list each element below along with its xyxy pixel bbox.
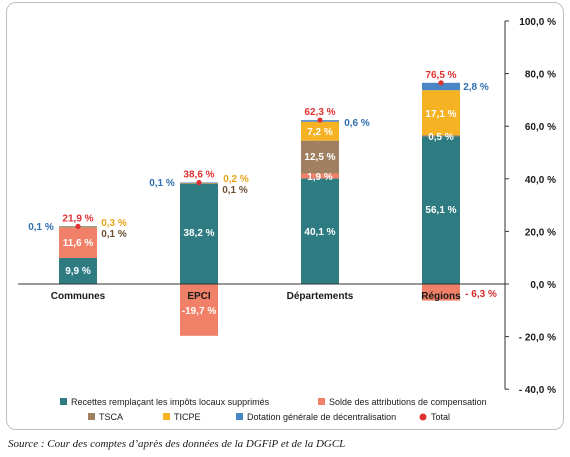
legend-label: TICPE — [174, 412, 201, 422]
total-point — [196, 179, 202, 186]
data-label-communes-4: 0,1 % — [28, 222, 54, 233]
data-label-dpartements-2: 12,5 % — [304, 152, 335, 163]
data-label-communes-3: 0,3 % — [101, 218, 127, 229]
category-label: Communes — [51, 291, 106, 302]
total-label: 38,6 % — [183, 169, 214, 180]
bar-segment-rgions-2 — [422, 135, 460, 137]
bar-segment-rgions-4 — [422, 82, 460, 91]
data-label-rgions-4: 2,8 % — [463, 82, 489, 93]
data-label-dpartements-0: 40,1 % — [304, 227, 335, 238]
total-point — [438, 80, 444, 86]
legend-swatch — [88, 413, 95, 420]
data-label-rgions-2: 0,5 % — [428, 132, 454, 143]
bar-segment-rgions-3 — [422, 90, 460, 136]
data-label-dpartements-4: 0,6 % — [344, 118, 370, 129]
bar-segment-communes-0 — [59, 257, 97, 284]
data-label-dpartements-1: 1,9 % — [307, 172, 333, 183]
data-label-epci-1: -19,7 % — [182, 306, 217, 317]
y-tick-label: - 20,0 % — [519, 333, 556, 344]
y-tick-label: 80,0 % — [525, 70, 556, 81]
bar-segment-dpartements-0 — [301, 178, 339, 284]
legend-label: Dotation générale de décentralisation — [247, 412, 396, 422]
data-label-rgions-1: - 6,3 % — [465, 289, 497, 300]
data-label-rgions-0: 56,1 % — [425, 205, 456, 216]
total-point — [317, 117, 323, 123]
chart-source: Source : Cour des comptes d’après des do… — [8, 438, 346, 450]
category-label: Régions — [421, 291, 461, 302]
y-tick-label: 40,0 % — [525, 175, 556, 186]
total-label: 21,9 % — [62, 213, 93, 224]
legend-label: TSCA — [99, 412, 123, 422]
category-label: Départements — [287, 291, 354, 302]
y-tick-label: - 40,0 % — [519, 385, 556, 396]
bar-segment-epci-0 — [180, 183, 218, 284]
data-label-epci-0: 38,2 % — [183, 228, 214, 239]
data-label-communes-1: 11,6 % — [63, 238, 94, 249]
bar-segment-dpartements-3 — [301, 121, 339, 141]
bar-segment-rgions-0 — [422, 136, 460, 284]
legend-label: Recettes remplaçant les impôts locaux su… — [71, 397, 270, 407]
legend-swatch — [60, 398, 67, 405]
data-label-rgions-3: 17,1 % — [425, 109, 456, 120]
data-label-epci-4: 0,1 % — [149, 178, 175, 189]
total-label: 76,5 % — [425, 70, 456, 81]
total-label: 62,3 % — [304, 107, 335, 118]
y-tick-label: 100,0 % — [519, 17, 556, 28]
data-label-communes-2: 0,1 % — [101, 229, 127, 240]
legend-swatch — [163, 413, 170, 420]
bar-segment-epci-1 — [180, 284, 218, 336]
category-label: EPCI — [187, 291, 211, 302]
legend-swatch — [318, 398, 325, 405]
bar-segment-dpartements-2 — [301, 140, 339, 174]
data-label-epci-3: 0,2 % — [223, 174, 249, 185]
legend-label: Solde des attributions de compensation — [329, 397, 487, 407]
y-tick-label: 20,0 % — [525, 227, 556, 238]
y-tick-label: 0,0 % — [530, 280, 556, 291]
total-point — [75, 223, 81, 230]
legend-swatch — [419, 413, 427, 421]
bar-segment-dpartements-1 — [301, 173, 339, 179]
chart-frame — [6, 2, 564, 430]
legend-swatch — [236, 413, 243, 420]
bar-segment-communes-1 — [59, 227, 97, 258]
y-tick-label: 60,0 % — [525, 122, 556, 133]
bar-segment-rgions-1 — [422, 284, 460, 301]
legend-label: Total — [431, 412, 450, 422]
data-label-dpartements-3: 7,2 % — [307, 127, 333, 138]
data-label-communes-0: 9,9 % — [65, 266, 91, 277]
data-label-epci-2: 0,1 % — [222, 185, 248, 196]
